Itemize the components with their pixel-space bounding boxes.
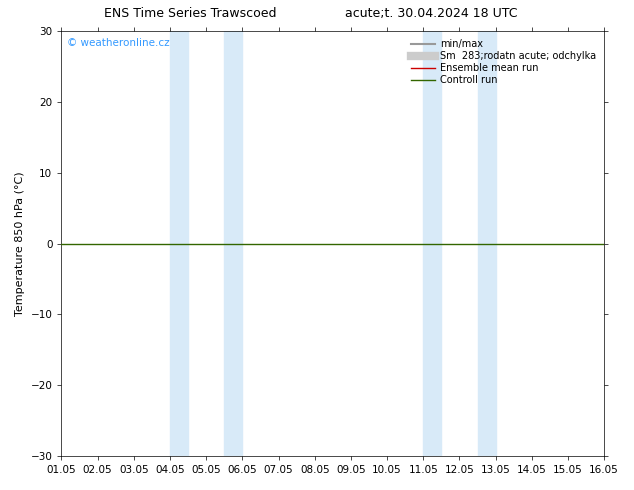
Bar	[477, 31, 496, 456]
Text: acute;t. 30.04.2024 18 UTC: acute;t. 30.04.2024 18 UTC	[345, 7, 517, 21]
Bar	[224, 31, 242, 456]
Bar	[170, 31, 188, 456]
Text: © weatheronline.cz: © weatheronline.cz	[67, 38, 169, 48]
Bar	[424, 31, 441, 456]
Y-axis label: Temperature 850 hPa (°C): Temperature 850 hPa (°C)	[15, 172, 25, 316]
Text: ENS Time Series Trawscoed: ENS Time Series Trawscoed	[104, 7, 276, 21]
Legend: min/max, Sm  283;rodatn acute; odchylka, Ensemble mean run, Controll run: min/max, Sm 283;rodatn acute; odchylka, …	[408, 36, 599, 88]
